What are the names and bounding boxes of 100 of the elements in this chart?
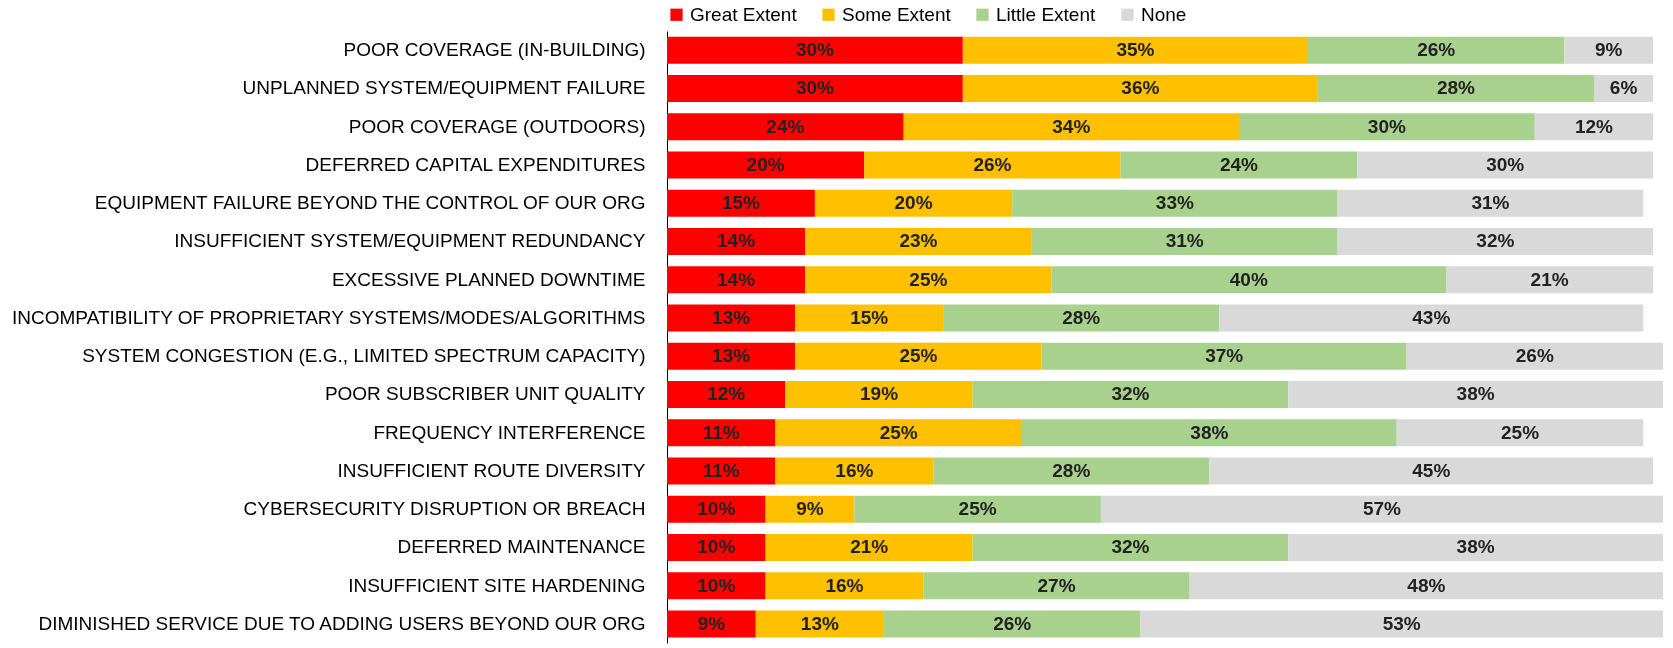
bar	[1100, 495, 1663, 523]
data-label: 26%	[1515, 345, 1554, 367]
y-tick-label: DIMINISHED SERVICE DUE TO ADDING USERS BEYOND OUR ORG	[38, 612, 646, 634]
bar	[1120, 151, 1358, 179]
bar	[1307, 36, 1565, 64]
data-label: 11%	[702, 421, 740, 443]
data-label: 45%	[1412, 459, 1451, 481]
bar	[667, 342, 796, 370]
bar	[1288, 380, 1663, 408]
bar	[962, 74, 1318, 102]
bar	[814, 189, 1013, 217]
data-label: 14%	[717, 268, 756, 290]
data-label: 25%	[899, 345, 938, 367]
bar	[972, 533, 1289, 561]
bar	[667, 189, 815, 217]
data-label: 15%	[850, 306, 889, 328]
data-label: 35%	[1116, 39, 1155, 61]
bar	[805, 266, 1052, 294]
bar	[805, 227, 1032, 255]
bar	[755, 610, 884, 638]
data-label: 26%	[973, 153, 1012, 175]
bar	[667, 380, 786, 408]
bar	[1051, 266, 1447, 294]
bar	[903, 113, 1239, 141]
bar	[854, 495, 1101, 523]
data-label: 32%	[1111, 383, 1150, 405]
legend-label: Little Extent	[996, 3, 1096, 25]
bar	[1317, 74, 1594, 102]
bar	[972, 380, 1289, 408]
data-label: 30%	[1367, 115, 1406, 137]
bar	[667, 610, 756, 638]
bar	[1209, 457, 1654, 485]
data-label: 25%	[909, 268, 948, 290]
data-label: 12%	[1574, 115, 1614, 137]
data-label: 12%	[707, 383, 746, 405]
data-label: 40%	[1229, 268, 1268, 290]
data-label: 10%	[697, 574, 736, 596]
data-label: 16%	[835, 459, 874, 481]
data-label: 19%	[860, 383, 899, 405]
bar	[795, 342, 1042, 370]
bar	[1396, 419, 1644, 447]
y-tick-label: POOR COVERAGE (IN-BUILDING)	[343, 39, 646, 61]
data-label: 11%	[702, 459, 740, 481]
bar	[667, 304, 796, 332]
data-label: 6%	[1609, 77, 1638, 99]
y-tick-label: SYSTEM CONGESTION (E.G., LIMITED SPECTRUM CAPACITY)	[82, 345, 646, 367]
bar	[1012, 189, 1338, 217]
data-label: 30%	[1486, 153, 1525, 175]
data-label: 32%	[1476, 230, 1515, 252]
bar	[765, 572, 924, 600]
bar	[1022, 419, 1397, 447]
data-label: 13%	[712, 306, 751, 328]
bar	[1406, 342, 1663, 370]
bar	[1337, 189, 1644, 217]
bar	[775, 419, 1023, 447]
data-label: 9%	[796, 498, 824, 520]
data-label: 48%	[1407, 574, 1446, 596]
bar	[864, 151, 1121, 179]
bar	[667, 266, 806, 294]
data-label: 57%	[1362, 498, 1402, 520]
bar	[785, 380, 973, 408]
bar	[1031, 227, 1338, 255]
bar	[1219, 304, 1644, 332]
bar	[923, 572, 1190, 600]
data-label: 38%	[1456, 536, 1495, 558]
data-label: 23%	[899, 230, 938, 252]
data-label: 31%	[1471, 192, 1510, 214]
y-tick-label: UNPLANNED SYSTEM/EQUIPMENT FAILURE	[242, 77, 646, 99]
y-tick-label: POOR COVERAGE (OUTDOORS)	[348, 115, 646, 137]
data-label: 10%	[697, 498, 736, 520]
legend-label: Some Extent	[842, 3, 952, 25]
data-label: 30%	[795, 77, 835, 99]
data-label: 10%	[697, 536, 736, 558]
data-label: 25%	[958, 498, 997, 520]
y-tick-label: EQUIPMENT FAILURE BEYOND THE CONTROL OF OUR ORG	[94, 192, 646, 214]
data-label: 28%	[1062, 306, 1101, 328]
bar	[962, 36, 1308, 64]
bar	[667, 74, 963, 102]
data-label: 20%	[746, 153, 785, 175]
data-label: 32%	[1111, 536, 1150, 558]
y-tick-label: CYBERSECURITY DISRUPTION OR BREACH	[243, 498, 646, 520]
bar	[1357, 151, 1654, 179]
bar	[1534, 113, 1654, 141]
bar	[667, 36, 963, 64]
data-label: 26%	[993, 612, 1032, 634]
bar	[1288, 533, 1663, 561]
data-label: 21%	[1530, 268, 1569, 290]
data-label: 38%	[1456, 383, 1495, 405]
bar	[1140, 610, 1663, 638]
bar	[667, 419, 776, 447]
data-label: 9%	[697, 612, 726, 634]
y-tick-label: FREQUENCY INTERFERENCE	[373, 421, 646, 443]
bar	[1041, 342, 1407, 370]
bar	[1564, 36, 1654, 64]
data-label: 36%	[1121, 77, 1160, 99]
bar	[933, 457, 1210, 485]
y-tick-label: DEFERRED MAINTENANCE	[397, 536, 646, 558]
data-label: 37%	[1205, 345, 1244, 367]
y-tick-label: DEFERRED CAPITAL EXPENDITURES	[305, 153, 646, 175]
data-label: 14%	[717, 230, 756, 252]
